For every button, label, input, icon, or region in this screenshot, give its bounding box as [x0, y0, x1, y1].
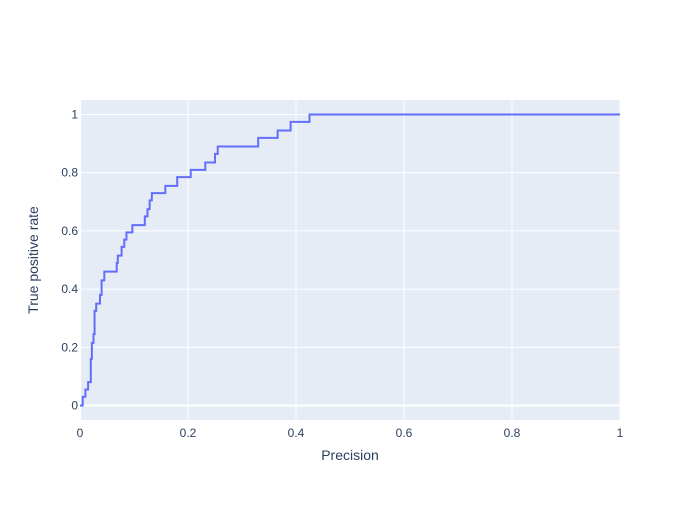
- x-tick-label: 0.8: [504, 426, 521, 440]
- y-tick-label: 0.2: [61, 340, 78, 354]
- plot-background: [80, 100, 620, 420]
- x-axis-ticks: 0 0.2 0.4 0.6 0.8 1: [77, 426, 624, 440]
- x-axis-title: Precision: [321, 447, 379, 463]
- x-tick-label: 0.6: [396, 426, 413, 440]
- y-axis-title: True positive rate: [25, 206, 41, 314]
- x-tick-label: 0.4: [288, 426, 305, 440]
- gridlines: [79, 100, 621, 420]
- y-axis-ticks: 0 0.2 0.4 0.6 0.8 1: [61, 108, 78, 413]
- x-tick-label: 1: [617, 426, 624, 440]
- roc-curve-line: [80, 113, 620, 407]
- y-tick-label: 1: [71, 108, 78, 122]
- x-tick-label: 0.2: [180, 426, 197, 440]
- y-tick-label: 0.4: [61, 282, 78, 296]
- y-tick-label: 0.6: [61, 224, 78, 238]
- y-tick-label: 0.8: [61, 166, 78, 180]
- y-tick-label: 0: [71, 398, 78, 412]
- series-layer: [80, 113, 620, 407]
- x-tick-label: 0: [77, 426, 84, 440]
